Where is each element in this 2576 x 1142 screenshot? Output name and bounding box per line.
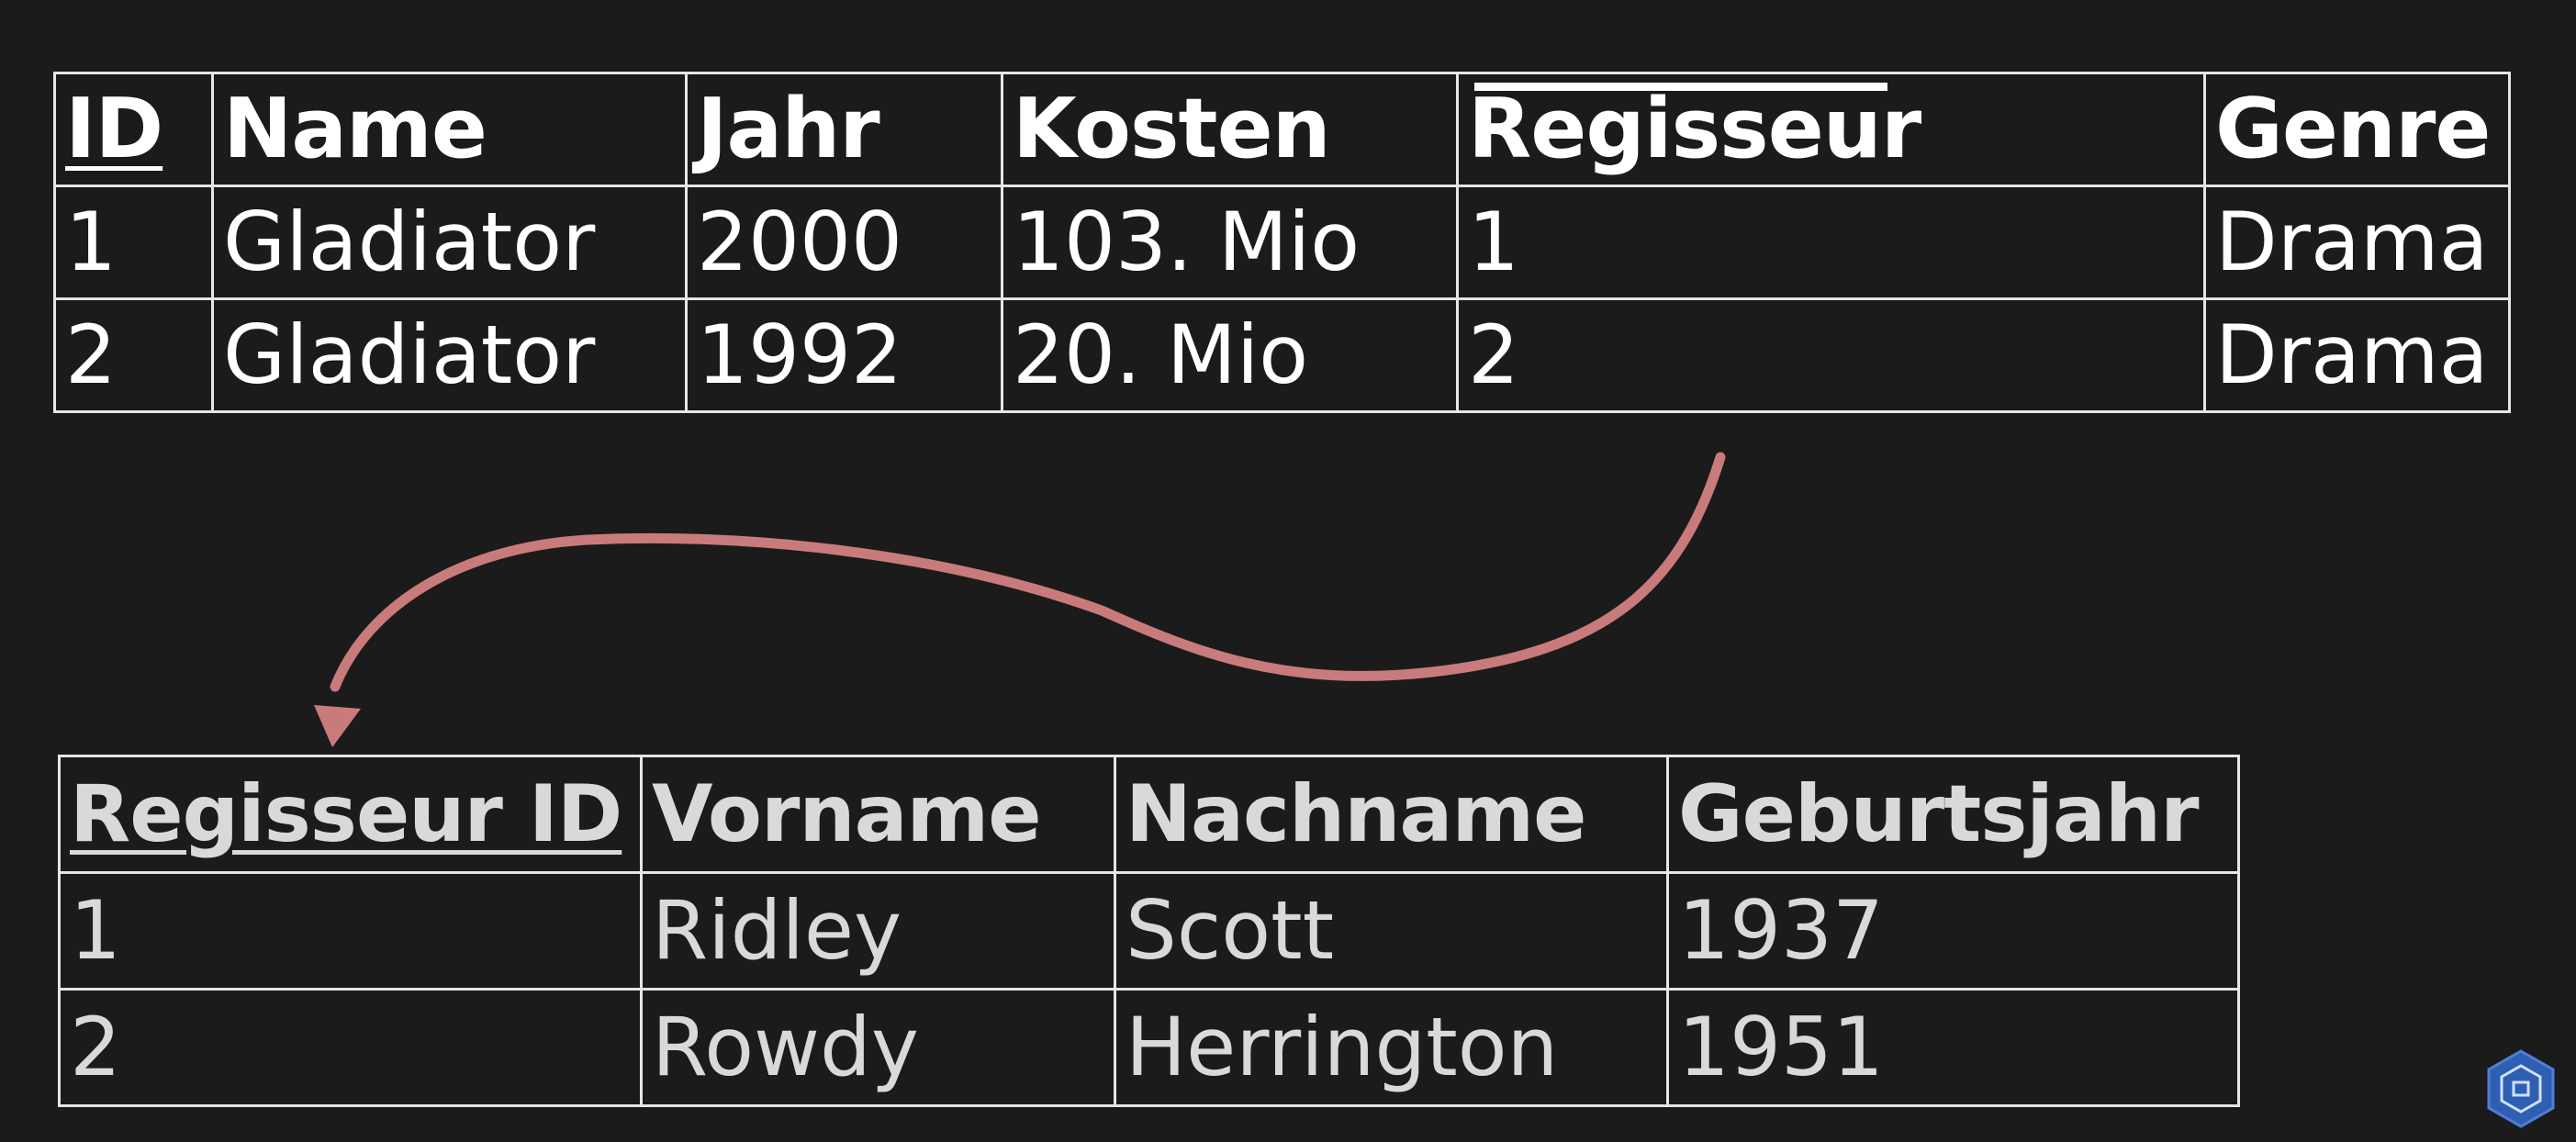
cell-name: Gladiator (211, 185, 688, 300)
cell-id: 1 (53, 185, 214, 300)
header-id: ID (53, 72, 214, 187)
cell-genre: Drama (2203, 185, 2511, 300)
cell-regisseur-id: 1 (58, 871, 643, 991)
header-geburtsjahr: Geburtsjahr (1666, 755, 2240, 874)
cell-name: Gladiator (211, 297, 688, 413)
foreign-key-overline (1474, 83, 1887, 91)
cell-kosten: 20. Mio (1001, 297, 1459, 413)
table-row: 1 Ridley Scott 1937 (58, 871, 2240, 991)
cell-nachname: Herrington (1114, 988, 1669, 1107)
primary-key-id: ID (65, 81, 163, 177)
cell-regisseur-id: 2 (58, 988, 643, 1107)
table-row: 1 Gladiator 2000 103. Mio 1 Drama (53, 185, 2511, 300)
cell-jahr: 1992 (685, 297, 1003, 413)
cell-jahr: 2000 (685, 185, 1003, 300)
primary-key-regisseur-id: Regisseur ID (70, 768, 622, 860)
header-regisseur-id: Regisseur ID (58, 755, 643, 874)
header-kosten: Kosten (1001, 72, 1459, 187)
cell-regisseur: 2 (1456, 297, 2206, 413)
cell-genre: Drama (2203, 297, 2511, 413)
cell-vorname: Rowdy (640, 988, 1116, 1107)
films-table: ID Name Jahr Kosten Regisseur Genre 1 Gl… (53, 72, 2511, 413)
header-vorname: Vorname (640, 755, 1116, 874)
director-header-row: Regisseur ID Vorname Nachname Geburtsjah… (58, 755, 2240, 874)
director-table: Regisseur ID Vorname Nachname Geburtsjah… (58, 755, 2240, 1107)
header-genre: Genre (2203, 72, 2511, 187)
cell-geburtsjahr: 1937 (1666, 871, 2240, 991)
films-header-row: ID Name Jahr Kosten Regisseur Genre (53, 72, 2511, 187)
hexagon-logo-icon (2487, 1049, 2555, 1128)
cell-regisseur: 1 (1456, 185, 2206, 300)
table-row: 2 Gladiator 1992 20. Mio 2 Drama (53, 297, 2511, 413)
cell-id: 2 (53, 297, 214, 413)
cell-kosten: 103. Mio (1001, 185, 1459, 300)
header-name: Name (211, 72, 688, 187)
header-nachname: Nachname (1114, 755, 1669, 874)
arrow-head (314, 705, 361, 747)
cell-vorname: Ridley (640, 871, 1116, 991)
header-regisseur: Regisseur (1456, 72, 2206, 187)
cell-nachname: Scott (1114, 871, 1669, 991)
table-row: 2 Rowdy Herrington 1951 (58, 988, 2240, 1107)
arrow-curve (330, 452, 1726, 692)
cell-geburtsjahr: 1951 (1666, 988, 2240, 1107)
header-jahr: Jahr (685, 72, 1003, 187)
